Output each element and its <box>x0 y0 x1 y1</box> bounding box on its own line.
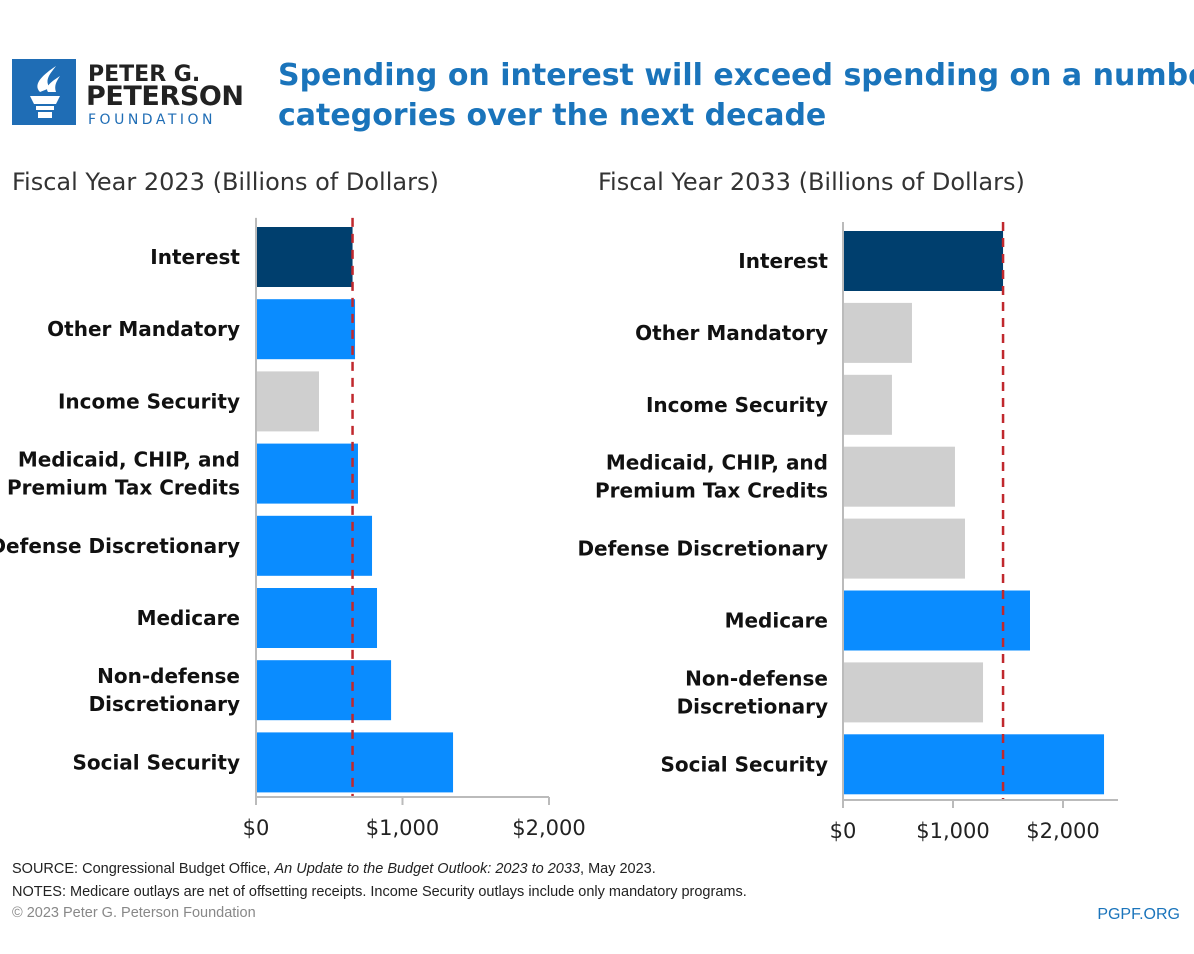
bar-interest <box>257 227 353 287</box>
category-label: Income Security <box>646 393 828 417</box>
bar-other-mandatory <box>257 299 356 360</box>
category-label: Other Mandatory <box>47 317 240 341</box>
category-label: Social Security <box>72 750 240 774</box>
category-label: Social Security <box>660 752 828 776</box>
logo-line1: PETER G. <box>88 62 200 87</box>
category-label: Discretionary <box>677 694 828 718</box>
x-tick-label: $1,000 <box>916 819 989 843</box>
logo-line3: FOUNDATION <box>88 112 216 128</box>
category-label: Medicaid, CHIP, and <box>18 448 240 472</box>
chart-title-line1: Spending on interest will exceed spendin… <box>278 58 1194 93</box>
bar-interest <box>844 231 1004 291</box>
bar-non-defense <box>844 662 984 723</box>
category-label: Premium Tax Credits <box>7 476 240 500</box>
category-label: Defense Discretionary <box>577 537 828 561</box>
category-label: Medicaid, CHIP, and <box>606 451 828 475</box>
chart-title-line2: categories over the next decade <box>278 98 826 133</box>
bar-income-security <box>257 371 319 432</box>
bar-defense-discretionary <box>844 518 965 579</box>
bar-social-security <box>844 734 1105 795</box>
footer-notes: NOTES: Medicare outlays are net of offse… <box>12 884 747 900</box>
x-tick-label: $1,000 <box>366 816 439 840</box>
panel-fy2023: Fiscal Year 2023 (Billions of Dollars) In… <box>0 168 586 840</box>
panel-fy2033: Fiscal Year 2033 (Billions of Dollars) In… <box>577 168 1118 843</box>
logo-line2: PETERSON <box>86 81 244 112</box>
category-label: Interest <box>150 245 240 269</box>
category-label: Interest <box>738 249 828 273</box>
category-label: Defense Discretionary <box>0 534 240 558</box>
bar-medicare <box>257 588 378 648</box>
x-tick-label: $2,000 <box>512 816 585 840</box>
bar-medicaid-chip-and <box>844 446 955 507</box>
bar-income-security <box>844 374 892 435</box>
footer-site-link[interactable]: PGPF.ORG <box>1097 906 1180 923</box>
bar-other-mandatory <box>844 302 912 363</box>
x-tick-label: $0 <box>243 816 270 840</box>
bar-defense-discretionary <box>257 515 373 576</box>
category-label: Premium Tax Credits <box>595 479 828 503</box>
bar-medicare <box>844 590 1030 651</box>
category-label: Non-defense <box>685 666 828 690</box>
category-label: Discretionary <box>89 692 240 716</box>
category-label: Income Security <box>58 389 240 413</box>
bar-social-security <box>257 732 454 793</box>
x-tick-label: $0 <box>830 819 857 843</box>
x-tick-label: $2,000 <box>1026 819 1099 843</box>
footer-copyright: © 2023 Peter G. Peterson Foundation <box>12 905 256 921</box>
category-label: Medicare <box>137 606 240 630</box>
pgpf-logo: PETER G. PETERSON FOUNDATION <box>12 59 244 128</box>
bar-non-defense <box>257 660 392 721</box>
footer-source: SOURCE: Congressional Budget Office, An … <box>12 861 656 877</box>
panel-title: Fiscal Year 2023 (Billions of Dollars) <box>12 168 439 196</box>
panel-title: Fiscal Year 2033 (Billions of Dollars) <box>598 168 1025 196</box>
category-label: Medicare <box>725 609 828 633</box>
category-label: Other Mandatory <box>635 321 828 345</box>
category-label: Non-defense <box>97 664 240 688</box>
bar-medicaid-chip-and <box>257 443 358 504</box>
